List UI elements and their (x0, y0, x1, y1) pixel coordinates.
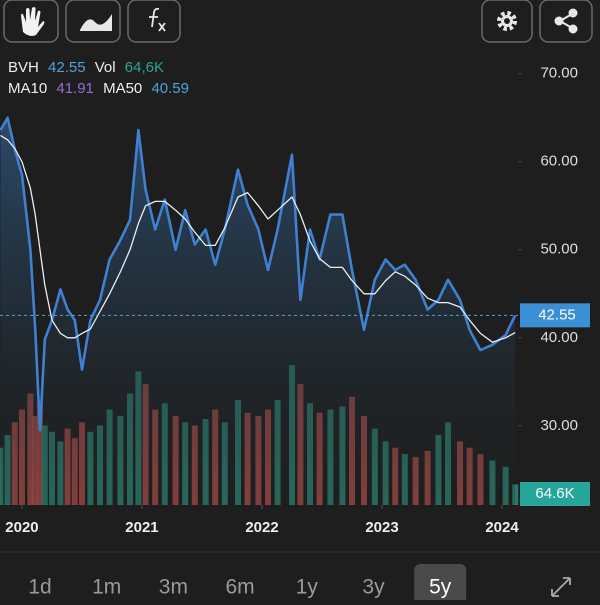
volume-name: Vol (95, 59, 116, 76)
price-area (0, 117, 516, 506)
toolbar (3, 0, 593, 43)
range-button[interactable]: 3m (159, 576, 188, 599)
range-button[interactable]: 3y (362, 576, 385, 599)
legend-row: BVH 42.55 Vol 64,6K (8, 59, 164, 76)
volume-badge (520, 482, 590, 506)
ma50-name: MA50 (103, 80, 142, 97)
y-tick-label: 30.00 (540, 417, 578, 434)
share-button[interactable] (539, 0, 593, 43)
range-button[interactable]: 6m (226, 576, 255, 599)
ma50-value: 40.59 (151, 80, 189, 97)
volume-badge-label: 64.6K (535, 485, 574, 502)
price-value: 42.55 (48, 59, 86, 76)
price-badge (520, 303, 590, 328)
range-button[interactable]: 1y (296, 576, 319, 599)
plot: 30.00 40.00 50.00 60.00 70.00 2020 2021 2022 202… (0, 65, 590, 536)
gear-icon (497, 11, 517, 31)
function-icon (149, 7, 166, 32)
y-tick-label: 40.00 (540, 329, 578, 346)
legend-row: MA10 41.91 MA50 40.59 (8, 80, 189, 97)
gesture-button[interactable] (3, 0, 59, 43)
volume-bar (512, 484, 519, 505)
indicator-button[interactable] (127, 0, 181, 43)
range-button[interactable]: 1d (28, 576, 51, 599)
ma-line (0, 134, 516, 343)
hand-icon (21, 7, 45, 36)
symbol: BVH (8, 59, 39, 76)
x-tick-label: 2021 (125, 519, 158, 536)
x-tick-label: 2024 (485, 519, 519, 536)
volume-value: 64,6K (125, 59, 164, 76)
range-button[interactable]: 1m (92, 576, 121, 599)
x-tick-label: 2020 (5, 519, 38, 536)
ma10-name: MA10 (8, 80, 47, 97)
y-tick-label: 50.00 (540, 241, 578, 258)
price-line (0, 116, 517, 432)
chart-style-button[interactable] (65, 0, 121, 43)
y-tick-label: 60.00 (540, 153, 578, 170)
y-tick-label: 70.00 (540, 65, 578, 82)
x-tick-label: 2023 (365, 519, 398, 536)
price-badge-label: 42.55 (538, 306, 576, 323)
area-chart-icon (80, 14, 112, 31)
share-icon (554, 8, 578, 34)
range-bar: 1d 1m 3m 6m 1y 3y 5y (28, 564, 467, 604)
ma10-value: 41.91 (56, 80, 94, 97)
x-tick-label: 2022 (245, 519, 278, 536)
expand-icon[interactable] (551, 577, 571, 597)
range-selected (414, 564, 467, 604)
settings-button[interactable] (481, 0, 533, 43)
range-button[interactable]: 5y (429, 576, 452, 599)
